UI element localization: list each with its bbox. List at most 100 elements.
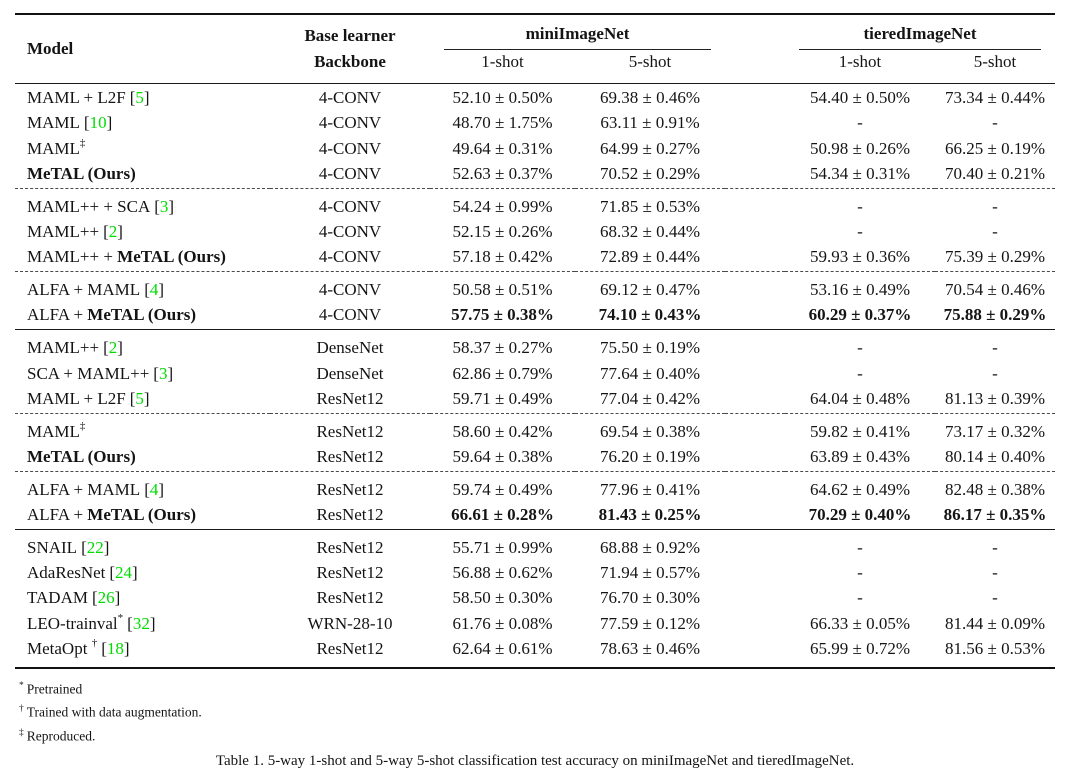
table-row: MAML++ [2] DenseNet 58.37 ± 0.27% 75.50 ± 0.…: [15, 329, 1056, 361]
citation-link[interactable]: [26]: [91, 588, 121, 608]
footnote-marker: ‡: [79, 136, 86, 149]
citation-link[interactable]: [10]: [83, 113, 113, 133]
citation-link[interactable]: [3]: [153, 363, 174, 383]
citation-link[interactable]: [5]: [129, 388, 150, 408]
value-cell: -: [992, 221, 998, 241]
column-spacer: [725, 586, 785, 611]
value-cell: 65.99 ± 0.72%: [785, 636, 935, 669]
backbone-cell: ResNet12: [270, 636, 430, 669]
table-row: SCA + MAML++ [3] DenseNet 62.86 ± 0.79% 77.6…: [15, 361, 1055, 386]
model-cell: MAML++ [2]: [27, 221, 123, 241]
citation-link[interactable]: [2]: [103, 221, 123, 241]
column-header-model: Model: [15, 14, 270, 85]
value-cell: 81.56 ± 0.53%: [935, 636, 1056, 669]
value-cell: -: [935, 529, 1056, 561]
column-group-tieredimagenet: tieredImageNet: [785, 14, 1055, 51]
miniimagenet-cmidrule: [444, 49, 711, 51]
backbone-cell: ResNet12: [316, 388, 384, 408]
value-cell: -: [857, 563, 863, 583]
citation-number: 10: [89, 113, 107, 133]
value-cell: 76.20 ± 0.19%: [600, 446, 700, 466]
value-cell: 80.14 ± 0.40%: [945, 446, 1045, 466]
results-table: Model Base learner miniImageNet tieredIm…: [15, 13, 1056, 669]
model-cell: MAML++ [2]: [15, 329, 270, 361]
value-cell: 81.13 ± 0.39%: [945, 388, 1045, 408]
value-cell: 63.11 ± 0.91%: [600, 113, 700, 133]
value-cell: 86.17 ± 0.35%: [943, 505, 1047, 525]
value-cell: 58.50 ± 0.30%: [452, 588, 553, 608]
citation-number: 4: [149, 479, 159, 499]
table-row: MAML++ + SCA [3] 4-CONV 54.24 ± 0.99% 71.85 …: [15, 187, 1056, 220]
value-cell: -: [992, 113, 998, 133]
footnote: * Pretrained: [19, 680, 83, 697]
model-cell: MAML‡: [27, 136, 86, 158]
model-cell: MAML++ + MeTAL (Ours): [27, 247, 226, 267]
citation-link[interactable]: [3]: [154, 196, 175, 216]
model-cell: MAML + L2F [5]: [27, 88, 150, 108]
value-cell: -: [857, 221, 863, 241]
column-spacer: [725, 136, 785, 161]
model-cell: ALFA + MeTAL (Ours): [27, 305, 197, 325]
tieredimagenet-label: tieredImageNet: [863, 24, 977, 43]
value-cell: 61.76 ± 0.08%: [452, 613, 553, 633]
table-footnotes: * Pretrained † Trained with data augmentati…: [19, 676, 1055, 747]
citation-link[interactable]: [4]: [144, 280, 165, 300]
value-cell: -: [785, 329, 935, 361]
table-row: ALFA + MeTAL (Ours) 4-CONV 57.75 ± 0.38% 74…: [15, 303, 1055, 330]
footnote: ‡ Reproduced.: [19, 727, 96, 744]
table-row: ALFA + MeTAL (Ours) ResNet12 66.61 ± 0.28%…: [15, 502, 1055, 529]
value-cell: 75.39 ± 0.29%: [945, 247, 1045, 267]
backbone-cell: ResNet12: [316, 563, 384, 583]
value-cell: 48.70 ± 1.75%: [452, 113, 553, 133]
citation-link[interactable]: [2]: [103, 338, 123, 358]
citation-number: 4: [149, 280, 159, 300]
column-spacer: [725, 161, 785, 188]
value-cell: -: [785, 529, 935, 561]
footnote-marker: †: [91, 637, 98, 650]
model-bold-name: MeTAL (Ours): [117, 247, 226, 267]
column-spacer: [725, 561, 785, 586]
table-header: Model Base learner miniImageNet tieredIm…: [15, 14, 1056, 85]
value-cell: -: [857, 113, 863, 133]
value-cell: 59.64 ± 0.38%: [452, 446, 553, 466]
backbone-cell: DenseNet: [316, 363, 384, 383]
value-cell: 64.99 ± 0.27%: [600, 138, 700, 158]
value-cell: 69.54 ± 0.38%: [575, 412, 725, 445]
citation-link[interactable]: [4]: [144, 479, 165, 499]
citation-link[interactable]: [18]: [101, 638, 130, 658]
value-cell: 59.82 ± 0.41%: [785, 412, 935, 445]
citation-link[interactable]: [22]: [81, 538, 110, 558]
backbone-cell: ResNet12: [270, 412, 430, 445]
value-cell: 71.94 ± 0.57%: [600, 563, 700, 583]
value-cell: 72.89 ± 0.44%: [600, 247, 700, 267]
footnote: † Trained with data augmentation.: [19, 704, 202, 720]
citation-number: 2: [108, 338, 118, 358]
value-cell: 77.64 ± 0.40%: [600, 363, 700, 383]
value-cell: -: [857, 363, 863, 383]
value-cell: 81.43 ± 0.25%: [598, 505, 702, 525]
value-cell: 62.64 ± 0.61%: [430, 636, 575, 669]
column-spacer: [725, 245, 785, 272]
value-cell: 60.29 ± 0.37%: [808, 305, 912, 325]
backbone-cell: 4-CONV: [318, 221, 382, 241]
value-cell: 76.70 ± 0.30%: [600, 588, 700, 608]
model-cell: MAML + L2F [5]: [27, 388, 150, 408]
value-cell: 64.04 ± 0.48%: [810, 388, 910, 408]
citation-link[interactable]: [32]: [127, 613, 156, 633]
backbone-cell: 4-CONV: [318, 88, 382, 108]
value-cell: 64.62 ± 0.49%: [785, 470, 935, 503]
model-bold-name: MeTAL (Ours): [27, 446, 136, 466]
model-cell: ALFA + MAML [4]: [15, 271, 270, 303]
header-row-top: Model Base learner miniImageNet tieredIm…: [15, 14, 1055, 85]
model-cell: ALFA + MAML [4]: [15, 470, 270, 503]
value-cell: 68.88 ± 0.92%: [575, 529, 725, 561]
citation-number: 26: [97, 588, 115, 608]
column-spacer: [725, 329, 785, 361]
citation-link[interactable]: [24]: [109, 563, 138, 583]
value-cell: 66.25 ± 0.19%: [945, 138, 1045, 158]
citation-link[interactable]: [5]: [129, 88, 150, 108]
footnote-marker: ‡: [19, 727, 24, 738]
table-row: MAML++ + MeTAL (Ours) 4-CONV 57.18 ± 0.42%…: [15, 245, 1055, 272]
value-cell: 78.63 ± 0.46%: [575, 636, 725, 669]
